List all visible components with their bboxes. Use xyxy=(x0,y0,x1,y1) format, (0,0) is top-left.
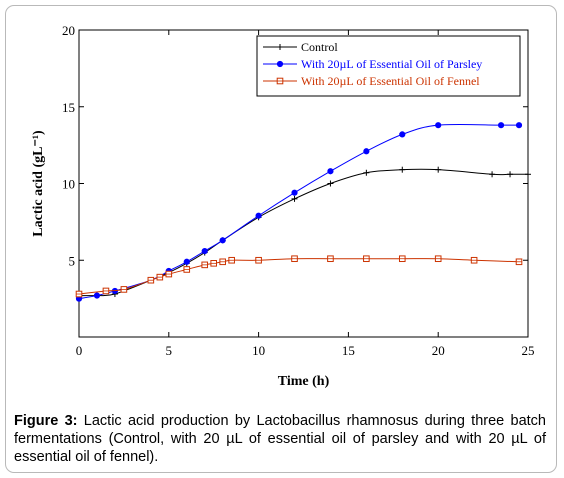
data-point xyxy=(497,122,505,129)
data-point xyxy=(291,195,298,202)
data-point xyxy=(470,256,478,264)
data-point xyxy=(219,237,226,244)
x-tick-label: 20 xyxy=(432,343,445,358)
series-line xyxy=(78,258,520,295)
legend-entry: Control xyxy=(263,40,338,54)
data-point xyxy=(327,180,334,187)
y-tick-label: 5 xyxy=(69,253,76,268)
x-tick-label: 5 xyxy=(166,343,173,358)
data-point xyxy=(399,131,406,138)
data-point xyxy=(255,212,262,219)
legend-marker xyxy=(277,44,283,50)
series-line xyxy=(78,168,528,297)
data-point xyxy=(102,287,110,295)
y-tick-label: 10 xyxy=(62,177,75,192)
data-point xyxy=(255,256,262,264)
data-point xyxy=(156,273,164,281)
data-point xyxy=(363,169,370,176)
data-point xyxy=(183,258,190,265)
y-tick-label: 15 xyxy=(62,100,75,115)
data-point xyxy=(434,255,442,263)
x-axis-title: Time (h) xyxy=(278,374,330,389)
data-point xyxy=(435,166,442,173)
legend-entry: With 20µL of Essential Oil of Fennel xyxy=(263,74,480,88)
data-point xyxy=(398,255,406,263)
legend-marker xyxy=(276,77,284,85)
data-point xyxy=(525,171,531,178)
chart: 0 5 10 15 20 25 5 10 15 20 Time (h) Lactic acid (… xyxy=(31,23,535,389)
y-axis-title: Lactic acid (gL⁻¹) xyxy=(31,130,46,237)
y-tick-label: 20 xyxy=(62,23,75,38)
legend-box xyxy=(256,35,521,97)
chart-ticks: 0 5 10 15 20 25 5 10 15 20 xyxy=(62,23,535,358)
data-point xyxy=(489,171,496,178)
data-point xyxy=(507,171,514,178)
data-point xyxy=(147,276,155,284)
caption-text: Lactic acid production by Lactobacillus … xyxy=(14,413,546,465)
legend-entry: With 20µL of Essential Oil of Parsley xyxy=(263,57,482,71)
data-point xyxy=(183,266,191,273)
data-point xyxy=(327,255,334,263)
data-point xyxy=(201,247,208,255)
legend: Control With 20µL of Essential Oil of Par… xyxy=(256,35,521,97)
data-point xyxy=(165,270,173,278)
series-1 xyxy=(75,122,523,302)
chart-series xyxy=(75,122,531,302)
x-tick-label: 25 xyxy=(522,343,535,358)
caption-label: Figure 3: xyxy=(14,413,78,429)
data-point xyxy=(363,255,370,263)
data-point xyxy=(435,122,442,129)
legend-marker xyxy=(276,60,284,68)
data-point xyxy=(291,255,298,263)
data-point xyxy=(201,261,209,269)
data-point xyxy=(210,260,217,267)
data-point xyxy=(399,166,406,173)
series-2 xyxy=(75,255,523,298)
x-tick-label: 0 xyxy=(76,343,83,358)
data-point xyxy=(515,122,523,129)
data-point xyxy=(120,286,128,293)
figure-caption: Figure 3: Lactic acid production by Lact… xyxy=(14,412,546,466)
x-tick-label: 15 xyxy=(342,343,355,358)
legend-label: With 20µL of Essential Oil of Fennel xyxy=(301,74,480,88)
data-point xyxy=(515,258,523,266)
data-point xyxy=(93,292,101,299)
series-0 xyxy=(76,166,531,299)
x-tick-label: 10 xyxy=(252,343,265,358)
legend-label: With 20µL of Essential Oil of Parsley xyxy=(301,57,482,71)
data-point xyxy=(327,168,334,175)
data-point xyxy=(219,258,226,266)
data-point xyxy=(363,148,370,155)
data-point xyxy=(75,290,83,298)
legend-label: Control xyxy=(301,40,338,54)
data-point xyxy=(228,256,235,264)
series-line xyxy=(78,123,520,300)
data-point xyxy=(291,189,298,196)
